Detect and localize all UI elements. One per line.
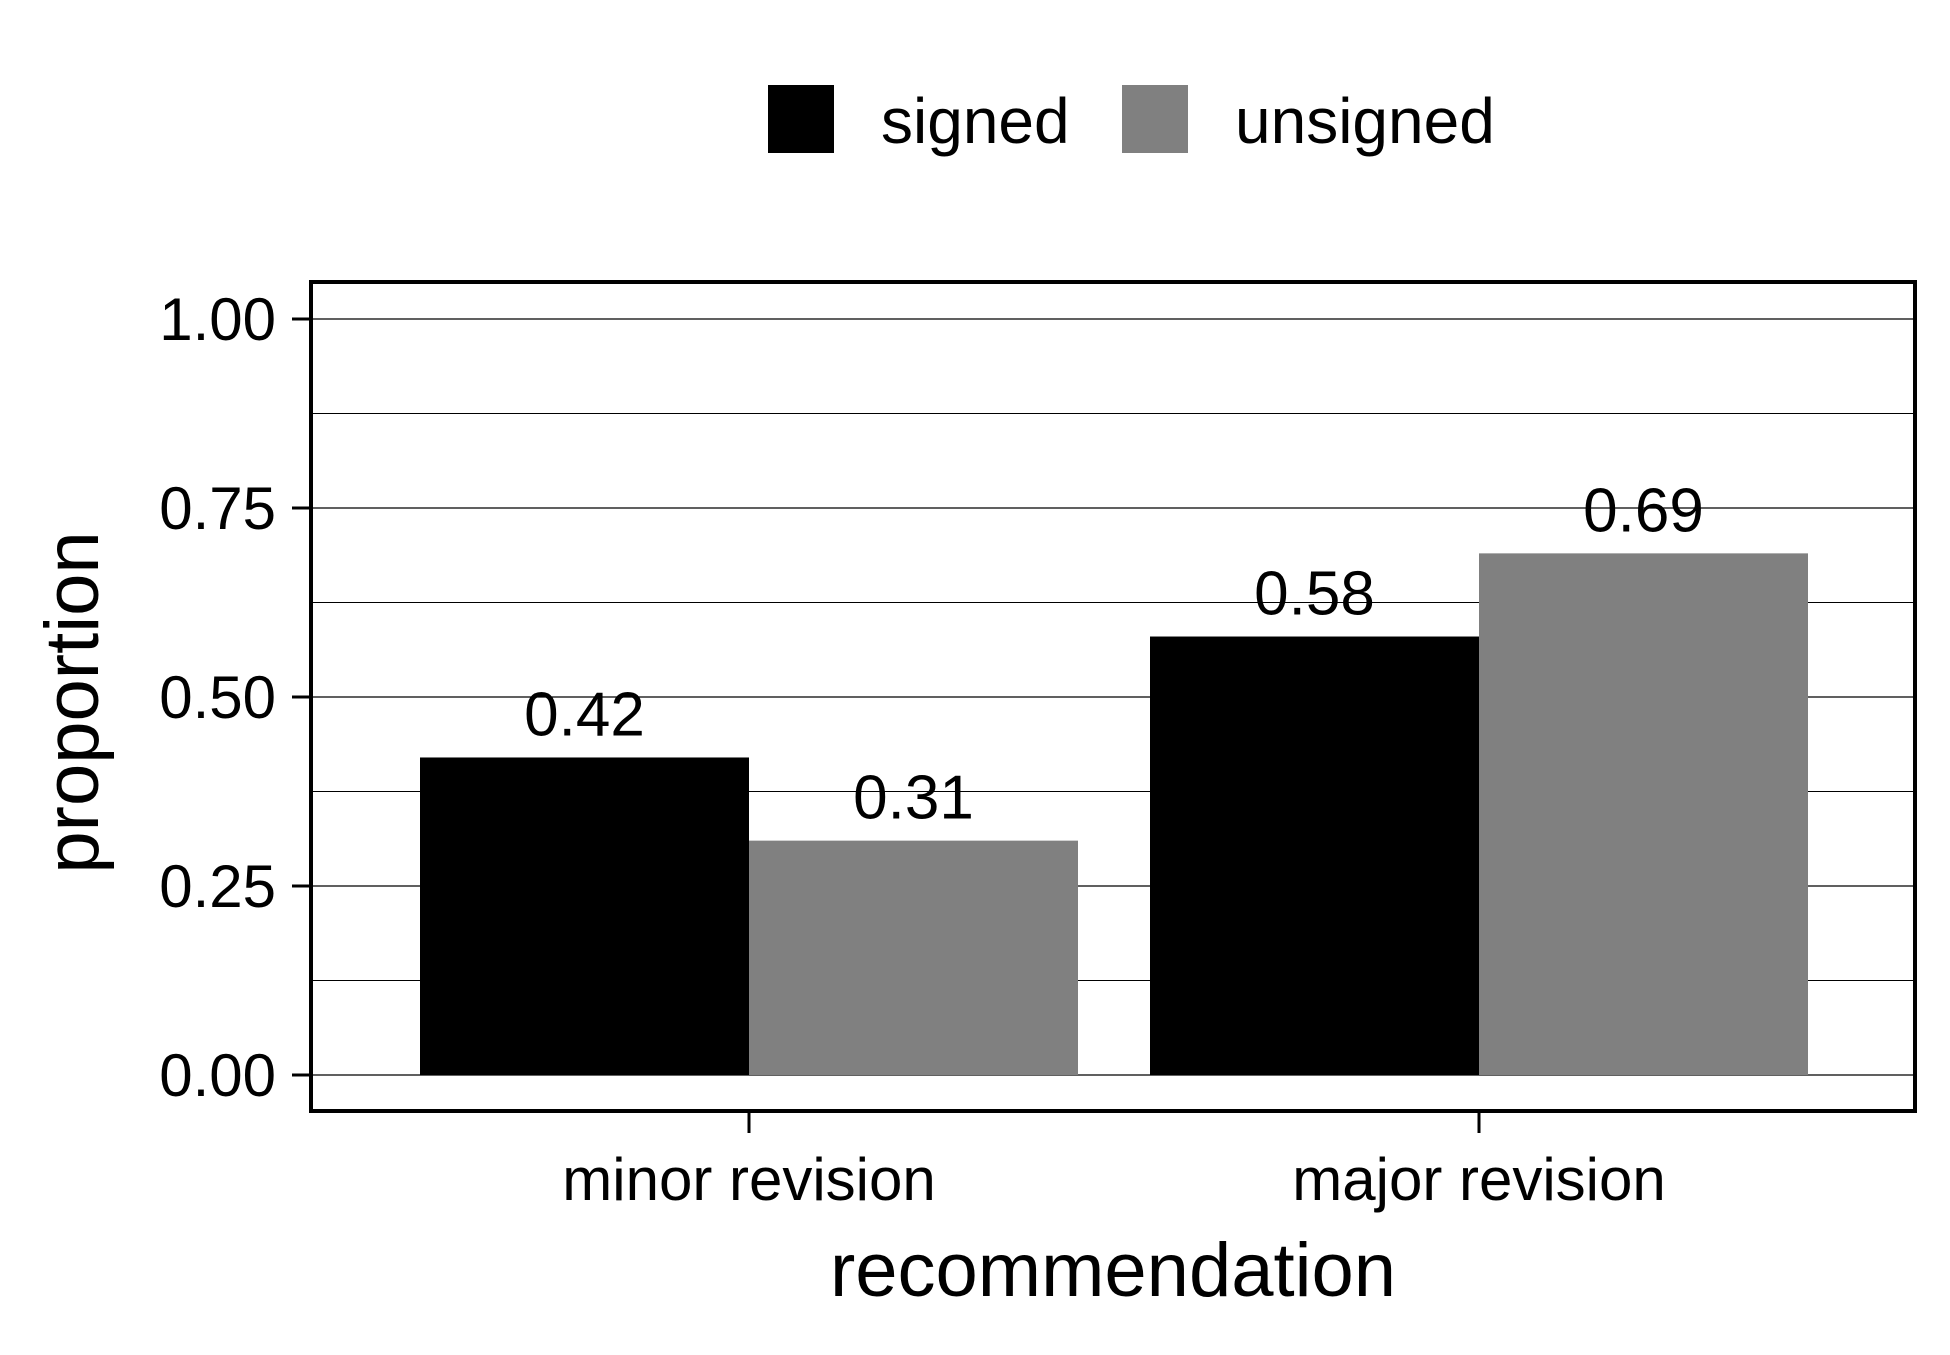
legend-label: signed xyxy=(881,85,1070,157)
x-tick-label: minor revision xyxy=(562,1146,935,1213)
data-labels: 0.42 0.58 0.31 0.69 xyxy=(524,476,1704,832)
legend: signed unsigned xyxy=(768,85,1495,157)
bar-signed-2 xyxy=(1150,636,1479,1075)
data-label: 0.58 xyxy=(1254,560,1375,629)
y-tick-label: 0.25 xyxy=(159,853,276,920)
y-tick-label: 0.00 xyxy=(159,1042,276,1109)
y-tick-label: 0.75 xyxy=(159,475,276,542)
bar-signed-1 xyxy=(420,757,749,1075)
bar-unsigned-2 xyxy=(1479,553,1808,1075)
legend-key-signed xyxy=(768,85,834,153)
legend-key-unsigned xyxy=(1122,85,1188,153)
bars xyxy=(420,553,1808,1075)
legend-label: unsigned xyxy=(1235,85,1495,157)
data-label: 0.42 xyxy=(524,680,645,749)
data-label: 0.69 xyxy=(1583,476,1704,545)
x-axis-title: recommendation xyxy=(830,1228,1396,1313)
bar-unsigned-1 xyxy=(749,840,1078,1075)
y-tick-label: 0.50 xyxy=(159,664,276,731)
y-axis-title: proportion xyxy=(30,531,115,873)
axes: 0.00 0.25 0.50 0.75 1.00 minor revision major … xyxy=(159,280,1917,1213)
y-tick-label: 1.00 xyxy=(159,286,276,353)
data-label: 0.31 xyxy=(853,764,974,833)
x-tick-label: major revision xyxy=(1292,1146,1665,1213)
